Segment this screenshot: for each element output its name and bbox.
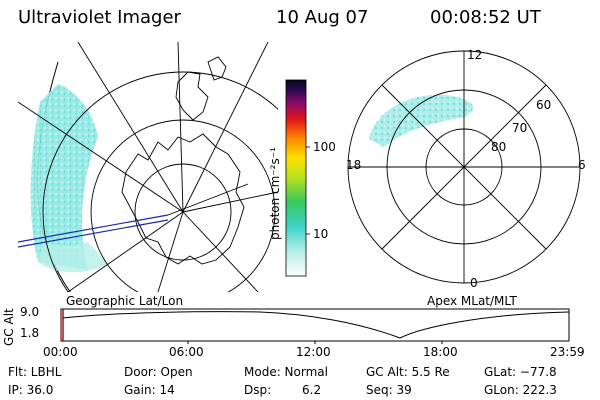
altitude-plot — [60, 308, 570, 344]
altitude-ytick-max: 9.0 — [20, 305, 40, 319]
right-panel-caption: Apex MLat/MLT — [427, 294, 517, 308]
meta-gc-alt: GC Alt: 5.5 Re — [366, 365, 450, 379]
altitude-ylabel: GC Alt — [2, 308, 16, 346]
header-time: 00:08:52 UT — [430, 7, 541, 28]
meta-door: Door: Open — [124, 365, 193, 379]
meta-gain: Gain: 14 — [124, 383, 175, 397]
left-panel-caption: Geographic Lat/Lon — [66, 294, 184, 308]
lat-label-70: 70 — [512, 121, 528, 135]
altitude-xtick-1: 06:00 — [169, 345, 204, 359]
lat-label-80: 80 — [491, 140, 507, 154]
altitude-ytick-min: 1.8 — [20, 326, 40, 340]
altitude-xtick-3: 18:00 — [423, 345, 458, 359]
polar-plot — [347, 50, 581, 284]
colorbar-tick-10: 10 — [313, 227, 329, 241]
antarctica-outline — [121, 133, 245, 265]
meta-mode: Mode: Normal — [244, 365, 328, 379]
meta-flt: Flt: LBHL — [8, 365, 62, 379]
mlt-label-12: 12 — [467, 48, 483, 62]
altitude-xtick-2: 12:00 — [296, 345, 331, 359]
altitude-xtick-4: 23:59 — [550, 345, 585, 359]
colorbar-unit-label: photon cm⁻²s⁻¹ — [268, 147, 282, 240]
colorbar — [285, 79, 310, 277]
meta-glon: GLon: 222.3 — [484, 383, 557, 397]
lat-label-60: 60 — [536, 98, 552, 112]
mlt-label-0: 0 — [470, 276, 478, 290]
aurora-oval — [369, 94, 474, 147]
colorbar-tick-100: 100 — [313, 140, 336, 154]
meta-dsp-label: Dsp: — [244, 383, 272, 397]
app-title: Ultraviolet Imager — [18, 7, 181, 28]
altitude-xtick-0: 00:00 — [43, 345, 78, 359]
meta-seq: Seq: 39 — [366, 383, 412, 397]
mlt-label-6: 6 — [578, 158, 586, 172]
meta-ip: IP: 36.0 — [8, 383, 54, 397]
mlt-label-18: 18 — [346, 158, 362, 172]
meta-glat: GLat: −77.8 — [484, 365, 557, 379]
altitude-curve — [62, 311, 570, 339]
header-date: 10 Aug 07 — [276, 7, 369, 28]
aurora-band — [30, 84, 98, 270]
geographic-map — [18, 42, 278, 292]
meta-dsp-value: 6.2 — [302, 383, 322, 397]
